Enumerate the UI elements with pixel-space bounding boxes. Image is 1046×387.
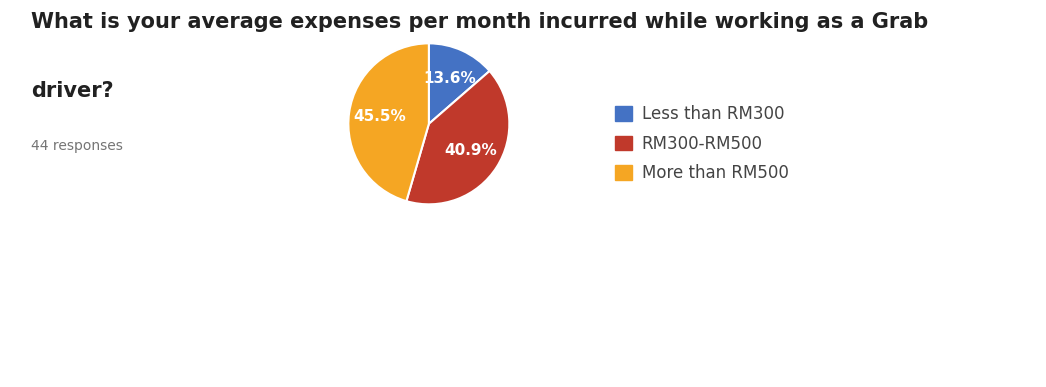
Wedge shape [407, 71, 509, 204]
Text: 13.6%: 13.6% [424, 71, 476, 86]
Text: 40.9%: 40.9% [445, 143, 497, 158]
Text: driver?: driver? [31, 81, 114, 101]
Wedge shape [429, 43, 490, 124]
Wedge shape [348, 43, 429, 201]
Text: 45.5%: 45.5% [354, 109, 406, 124]
Text: What is your average expenses per month incurred while working as a Grab: What is your average expenses per month … [31, 12, 929, 32]
Text: 44 responses: 44 responses [31, 139, 123, 153]
Legend: Less than RM300, RM300-RM500, More than RM500: Less than RM300, RM300-RM500, More than … [615, 105, 789, 182]
